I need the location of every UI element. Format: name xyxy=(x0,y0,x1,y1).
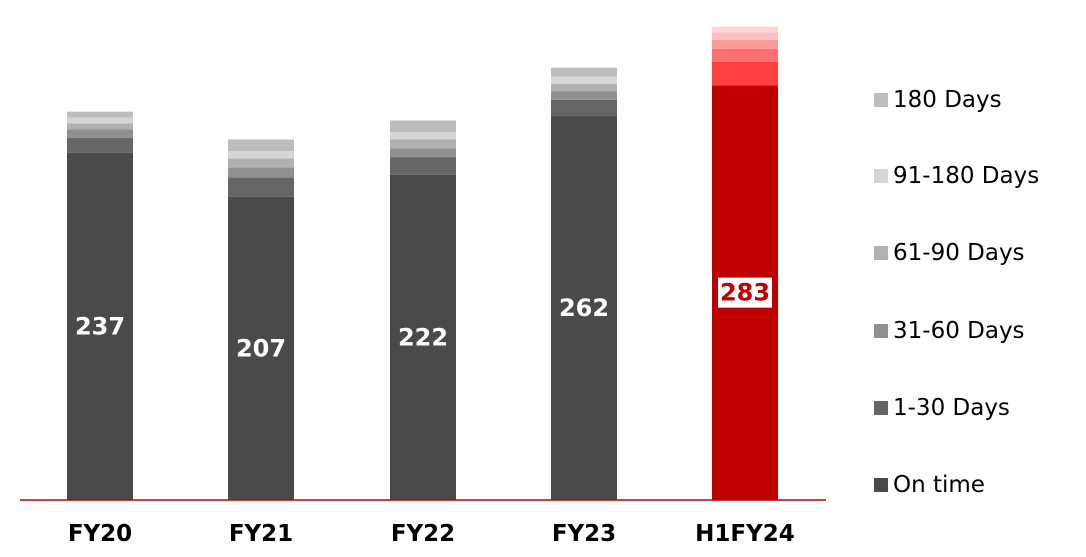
bar-segment-fy22-61-90-days xyxy=(390,139,456,149)
bar-segment-h1fy24-31-60-days xyxy=(712,48,778,62)
legend-label: 1-30 Days xyxy=(893,395,1010,421)
data-label: 207 xyxy=(236,334,286,362)
bar-segment-fy20-61-90-days xyxy=(67,123,133,130)
legend-item-on-time: On time xyxy=(874,472,985,498)
data-label: 283 xyxy=(720,279,770,307)
legend-label: On time xyxy=(893,472,985,498)
x-tick-label: FY22 xyxy=(391,521,455,547)
data-labels: 237 207 222 262 283 xyxy=(75,277,772,362)
bar-segment-fy22-91-180-days xyxy=(390,132,456,140)
bar-segment-fy23-91-180-days xyxy=(551,76,617,84)
bar-segment-fy20-on-time xyxy=(67,152,133,500)
bar-segment-fy21-180-days xyxy=(228,139,294,152)
bar-segment-h1fy24-180-days xyxy=(712,26,778,33)
legend-label: 91-180 Days xyxy=(893,163,1040,189)
bar-segment-fy21-91-180-days xyxy=(228,151,294,159)
data-label-background xyxy=(718,277,772,308)
legend-swatch xyxy=(874,478,888,492)
x-axis-labels: FY20 FY21 FY22 FY23 H1FY24 xyxy=(68,521,795,547)
x-tick-label: FY21 xyxy=(229,521,293,547)
data-label: 237 xyxy=(75,312,125,340)
legend-swatch xyxy=(874,93,888,107)
legend-item-91-180-days: 91-180 Days xyxy=(874,163,1039,189)
x-tick-label: FY20 xyxy=(68,521,132,547)
legend-label: 31-60 Days xyxy=(893,318,1025,344)
data-label: 262 xyxy=(559,294,609,322)
x-tick-label: FY23 xyxy=(552,521,616,547)
legend-item-180-days: 180 Days xyxy=(874,87,1002,113)
legend-swatch xyxy=(874,324,888,338)
legend-swatch xyxy=(874,246,888,260)
legend-item-61-90-days: 61-90 Days xyxy=(874,240,1025,266)
bar-segment-h1fy24-91-180-days xyxy=(712,32,778,40)
bar-segment-h1fy24-61-90-days xyxy=(712,39,778,49)
legend-label: 61-90 Days xyxy=(893,240,1025,266)
legend: 180 Days 91-180 Days 61-90 Days 31-60 Days 1… xyxy=(874,0,1086,557)
bar-segment-fy22-31-60-days xyxy=(390,148,456,158)
bar-segment-fy23-61-90-days xyxy=(551,83,617,92)
x-tick-label: H1FY24 xyxy=(695,521,795,547)
bar-segment-fy20-1-30-days xyxy=(67,138,133,153)
bar-segment-fy22-on-time xyxy=(390,174,456,500)
bar-segment-fy23-on-time xyxy=(551,116,617,501)
bars-group xyxy=(67,26,778,501)
legend-swatch xyxy=(874,401,888,415)
legend-item-1-30-days: 1-30 Days xyxy=(874,395,1010,421)
bar-segment-fy22-1-30-days xyxy=(390,157,456,175)
bar-segment-h1fy24-1-30-days xyxy=(712,61,778,86)
bar-segment-fy21-on-time xyxy=(228,196,294,500)
bar-segment-fy23-180-days xyxy=(551,67,617,77)
bar-segment-fy23-1-30-days xyxy=(551,99,617,117)
bar-segment-fy21-1-30-days xyxy=(228,177,294,197)
bar-segment-fy21-61-90-days xyxy=(228,158,294,168)
bar-segment-fy21-31-60-days xyxy=(228,167,294,178)
stacked-bar-chart: FY20 FY21 FY22 FY23 H1FY24 237 207 222 262 283 xyxy=(20,26,826,547)
legend-swatch xyxy=(874,169,888,183)
bar-segment-fy20-91-180-days xyxy=(67,117,133,124)
bar-segment-fy20-31-60-days xyxy=(67,129,133,139)
legend-item-31-60-days: 31-60 Days xyxy=(874,318,1025,344)
legend-label: 180 Days xyxy=(893,87,1002,113)
bar-segment-fy20-180-days xyxy=(67,111,133,118)
bar-segment-fy22-180-days xyxy=(390,120,456,133)
bar-segment-fy23-31-60-days xyxy=(551,91,617,100)
data-label: 222 xyxy=(398,323,448,351)
